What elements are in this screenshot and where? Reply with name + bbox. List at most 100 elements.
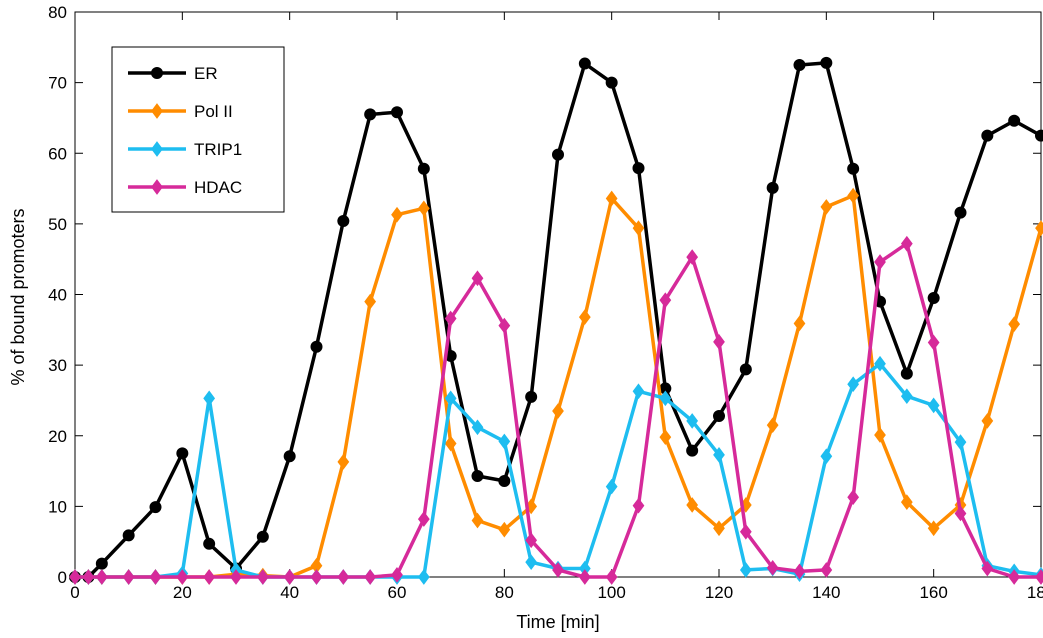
data-point-pol-ii <box>686 497 699 513</box>
data-point-hdac <box>337 569 350 585</box>
legend-label: Pol II <box>194 102 233 121</box>
data-point-er <box>310 340 323 353</box>
data-point-hdac <box>310 569 323 585</box>
legend-marker <box>151 179 163 195</box>
y-tick-label: 60 <box>48 144 67 163</box>
data-point-hdac <box>981 560 994 577</box>
x-tick-label: 0 <box>70 583 79 602</box>
data-point-pol-ii <box>578 309 591 325</box>
y-axis-ticks: 0 10 20 30 40 50 60 70 80 <box>48 3 1041 587</box>
x-tick-label: 120 <box>705 583 733 602</box>
data-point-trip1 <box>874 355 886 372</box>
data-point-er <box>578 57 591 70</box>
data-point-hdac <box>1008 569 1021 585</box>
data-point-hdac <box>739 523 752 540</box>
data-point-hdac <box>605 569 618 585</box>
data-point-pol-ii <box>713 520 725 537</box>
series-hdac <box>69 235 1043 585</box>
data-point-trip1 <box>417 569 430 585</box>
y-tick-label: 70 <box>48 74 67 93</box>
data-point-er <box>95 557 108 570</box>
data-point-pol-ii <box>1035 220 1043 236</box>
legend-label: TRIP1 <box>194 140 242 159</box>
data-point-er <box>793 58 806 71</box>
data-point-er <box>900 367 913 380</box>
data-point-trip1 <box>900 388 913 405</box>
data-point-pol-ii <box>444 435 457 452</box>
legend-label: ER <box>194 64 218 83</box>
data-point-er <box>337 215 350 228</box>
data-point-trip1 <box>444 390 457 407</box>
x-tick-label: 40 <box>280 583 299 602</box>
data-point-er <box>632 162 645 175</box>
legend-marker <box>151 67 163 79</box>
x-axis-label: Time [min] <box>516 612 599 632</box>
data-point-er <box>552 148 564 161</box>
data-point-hdac <box>95 569 108 585</box>
x-tick-label: 100 <box>597 583 625 602</box>
y-tick-label: 10 <box>48 497 67 516</box>
data-point-hdac <box>525 532 538 549</box>
data-point-trip1 <box>847 376 860 393</box>
data-point-hdac <box>417 511 430 527</box>
data-point-er <box>176 447 189 460</box>
data-point-hdac <box>900 235 913 252</box>
y-axis-label: % of bound promoters <box>8 208 28 385</box>
y-tick-label: 80 <box>48 3 67 22</box>
legend-item-trip1: TRIP1 <box>128 140 242 159</box>
series-er <box>69 56 1043 583</box>
series-layer <box>69 56 1043 585</box>
x-tick-label: 60 <box>388 583 407 602</box>
data-point-pol-ii <box>927 520 940 537</box>
data-point-hdac <box>793 563 806 580</box>
data-point-pol-ii <box>900 494 913 510</box>
legend: ER Pol II TRIP1 HDAC <box>111 46 285 213</box>
data-point-trip1 <box>686 413 699 429</box>
data-point-er <box>283 450 296 463</box>
legend-item-er: ER <box>128 64 218 83</box>
data-point-er <box>820 56 833 69</box>
data-point-er <box>525 390 538 403</box>
data-point-hdac <box>69 569 81 585</box>
data-point-pol-ii <box>471 512 484 529</box>
data-point-pol-ii <box>766 417 779 433</box>
data-point-hdac <box>149 569 162 585</box>
data-point-er <box>981 129 994 142</box>
data-point-trip1 <box>203 390 216 407</box>
data-point-hdac <box>686 249 699 265</box>
data-point-er <box>713 409 725 422</box>
data-point-hdac <box>874 254 886 270</box>
y-tick-label: 30 <box>48 356 67 375</box>
x-tick-label: 80 <box>495 583 514 602</box>
data-point-trip1 <box>954 434 967 450</box>
data-point-hdac <box>659 292 672 308</box>
data-point-hdac <box>444 310 457 327</box>
y-tick-label: 0 <box>58 568 67 587</box>
data-point-hdac <box>954 505 967 522</box>
data-point-trip1 <box>713 446 725 463</box>
legend-marker <box>151 141 163 157</box>
y-tick-label: 50 <box>48 215 67 234</box>
data-point-pol-ii <box>793 315 806 332</box>
data-point-pol-ii <box>1008 316 1021 332</box>
legend-marker <box>151 103 163 119</box>
data-point-hdac <box>766 559 779 576</box>
data-point-er <box>256 530 269 543</box>
data-point-pol-ii <box>605 190 618 207</box>
data-point-trip1 <box>605 478 618 495</box>
data-point-er <box>1035 129 1043 142</box>
data-point-hdac <box>820 562 833 578</box>
x-tick-label: 20 <box>173 583 192 602</box>
data-point-pol-ii <box>391 206 403 223</box>
data-point-trip1 <box>498 433 511 450</box>
data-point-trip1 <box>739 562 752 578</box>
data-point-er <box>954 206 967 219</box>
data-point-hdac <box>632 497 645 514</box>
data-point-trip1 <box>525 554 538 571</box>
series-line-er <box>75 61 1042 579</box>
data-point-trip1 <box>632 383 645 400</box>
data-point-hdac <box>713 333 725 350</box>
data-point-pol-ii <box>417 200 430 217</box>
data-point-hdac <box>203 569 216 585</box>
data-point-hdac <box>122 569 135 585</box>
